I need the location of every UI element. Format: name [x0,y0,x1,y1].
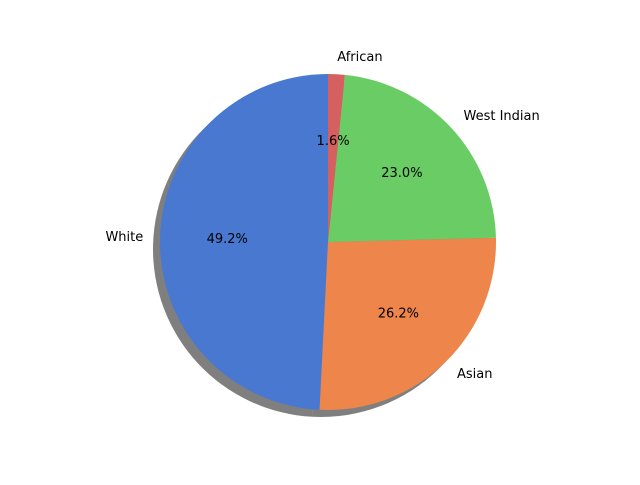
pie-labels: White 49.2% Asian 26.2% West Indian 23.0% Afri… [105,50,539,382]
slice-label-white: White [105,230,143,245]
slice-percent-west-indian: 23.0% [381,166,422,181]
pie-slice-african [328,74,345,242]
pie-slice-asian [319,237,496,410]
pie-slice-white [159,74,328,410]
slice-percent-white: 49.2% [207,232,248,247]
slice-label-west-indian: West Indian [464,109,540,124]
pie-slices [159,74,496,410]
slice-label-african: African [337,50,382,65]
slice-percent-african: 1.6% [317,134,350,149]
pie-slice-west-indian [328,74,496,242]
slice-percent-asian: 26.2% [378,307,419,322]
slice-label-asian: Asian [457,367,492,382]
